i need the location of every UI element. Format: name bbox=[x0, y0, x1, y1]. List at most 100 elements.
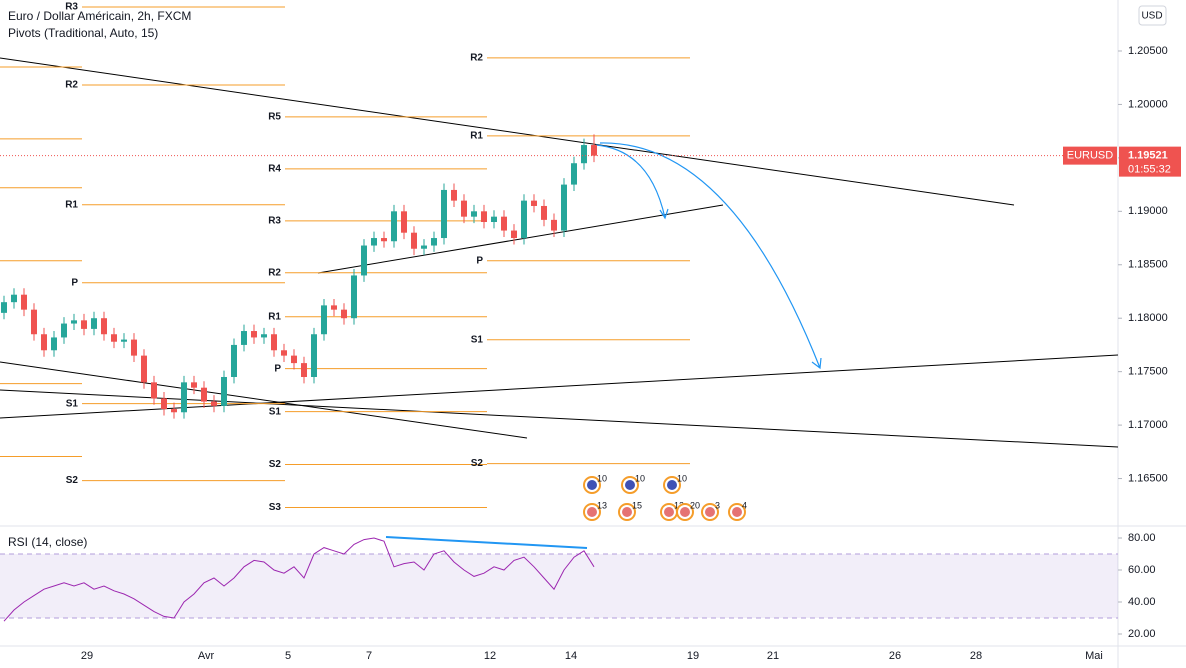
events: 1010101315122034 bbox=[583, 473, 747, 521]
rsi-line bbox=[3, 537, 595, 622]
candle-body bbox=[511, 230, 517, 239]
pivot-label: S1 bbox=[471, 334, 484, 345]
candle-body bbox=[21, 294, 27, 310]
pivot-label: R2 bbox=[470, 53, 483, 64]
candle-body bbox=[521, 200, 527, 239]
event-flag bbox=[705, 507, 715, 517]
candle-body bbox=[31, 309, 37, 335]
y-tick-label: 40.00 bbox=[1128, 596, 1156, 608]
pivot-label: S2 bbox=[471, 458, 484, 469]
symbol-label: EURUSD bbox=[1067, 150, 1114, 162]
x-tick-label: Mai bbox=[1085, 650, 1103, 662]
y-tick-label: 1.17000 bbox=[1128, 419, 1168, 431]
pivot-label: R3 bbox=[65, 2, 78, 13]
candle-body bbox=[1, 302, 7, 313]
candle-body bbox=[531, 200, 537, 206]
pivot-label: P bbox=[274, 363, 281, 374]
event-flag bbox=[587, 480, 597, 490]
candle-body bbox=[141, 355, 147, 383]
x-tick-label: 28 bbox=[970, 650, 982, 662]
trendline bbox=[0, 361, 528, 439]
pivot-label: R5 bbox=[268, 112, 281, 123]
candle-body bbox=[551, 219, 557, 231]
trendline bbox=[0, 57, 1015, 206]
event-flag bbox=[667, 480, 677, 490]
candle-body bbox=[181, 382, 187, 413]
candle-body bbox=[571, 163, 577, 185]
candle-body bbox=[201, 387, 207, 402]
candle-body bbox=[491, 216, 497, 223]
y-tick-label: 60.00 bbox=[1128, 564, 1156, 576]
candle-body bbox=[121, 339, 127, 342]
candle-body bbox=[481, 211, 487, 223]
candle-body bbox=[471, 211, 477, 217]
candle-body bbox=[51, 337, 57, 351]
candle-body bbox=[391, 211, 397, 242]
event-flag bbox=[680, 507, 690, 517]
candle-body bbox=[271, 334, 277, 351]
y-tick-label: 1.19000 bbox=[1128, 205, 1168, 217]
candle-body bbox=[221, 376, 227, 406]
candle-body bbox=[61, 323, 67, 338]
x-tick-label: 14 bbox=[565, 650, 577, 662]
indicator-title: Pivots (Traditional, Auto, 15) bbox=[8, 26, 158, 40]
x-tick-label: 5 bbox=[285, 650, 291, 662]
candle-body bbox=[401, 211, 407, 233]
pivot-label: R3 bbox=[268, 215, 281, 226]
candle-body bbox=[241, 331, 247, 345]
candle-body bbox=[111, 334, 117, 342]
pivot-label: S3 bbox=[269, 502, 282, 513]
event-label: 20 bbox=[690, 500, 700, 510]
candle-body bbox=[281, 350, 287, 356]
candle-body bbox=[81, 320, 87, 329]
y-tick-label: 1.18000 bbox=[1128, 312, 1168, 324]
divergence-line bbox=[385, 536, 588, 549]
event-label: 10 bbox=[677, 473, 687, 483]
event-flag bbox=[587, 507, 597, 517]
symbol-title: Euro / Dollar Américain, 2h, FXCM bbox=[8, 9, 191, 23]
pivot-label: R1 bbox=[470, 130, 483, 141]
candle-body bbox=[301, 363, 307, 377]
y-tick-label: 1.16500 bbox=[1128, 472, 1168, 484]
x-tick-label: 21 bbox=[767, 650, 779, 662]
pivot-label: R2 bbox=[268, 267, 281, 278]
x-tick-label: 19 bbox=[687, 650, 699, 662]
candle-body bbox=[411, 232, 417, 249]
event-label: 15 bbox=[632, 500, 642, 510]
candle-body bbox=[191, 382, 197, 388]
pivot-label: R2 bbox=[65, 80, 78, 91]
x-tick-label: 26 bbox=[889, 650, 901, 662]
x-tick-label: 7 bbox=[366, 650, 372, 662]
x-tick-label: Avr bbox=[198, 650, 215, 662]
symbol-tag bbox=[1063, 146, 1117, 165]
last-price: 1.19521 bbox=[1128, 150, 1168, 162]
candle-body bbox=[161, 398, 167, 410]
candle-body bbox=[101, 318, 107, 335]
candle-body bbox=[581, 145, 587, 164]
candle-body bbox=[591, 145, 597, 156]
candle-body bbox=[231, 344, 237, 377]
currency-button[interactable] bbox=[1138, 5, 1167, 26]
candle-body bbox=[451, 189, 457, 201]
event-flag bbox=[622, 507, 632, 517]
event-label: 13 bbox=[597, 500, 607, 510]
trendline bbox=[317, 204, 724, 274]
candle-body bbox=[441, 189, 447, 239]
rsi-title: RSI (14, close) bbox=[8, 535, 87, 549]
event-label: 10 bbox=[597, 473, 607, 483]
pivot-label: S1 bbox=[66, 398, 79, 409]
candle-body bbox=[71, 320, 77, 324]
y-tick-label: 1.18500 bbox=[1128, 259, 1168, 271]
candle-body bbox=[11, 294, 17, 303]
candle-body bbox=[561, 184, 567, 231]
candle-body bbox=[91, 318, 97, 329]
candle-body bbox=[171, 409, 177, 413]
candle-body bbox=[311, 334, 317, 377]
y-tick-label: 1.17500 bbox=[1128, 366, 1168, 378]
countdown: 01:55:32 bbox=[1128, 164, 1171, 176]
event-label: 3 bbox=[715, 500, 720, 510]
candle-body bbox=[321, 305, 327, 335]
pivot-label: S2 bbox=[269, 459, 282, 470]
pivot-label: R4 bbox=[268, 164, 281, 175]
